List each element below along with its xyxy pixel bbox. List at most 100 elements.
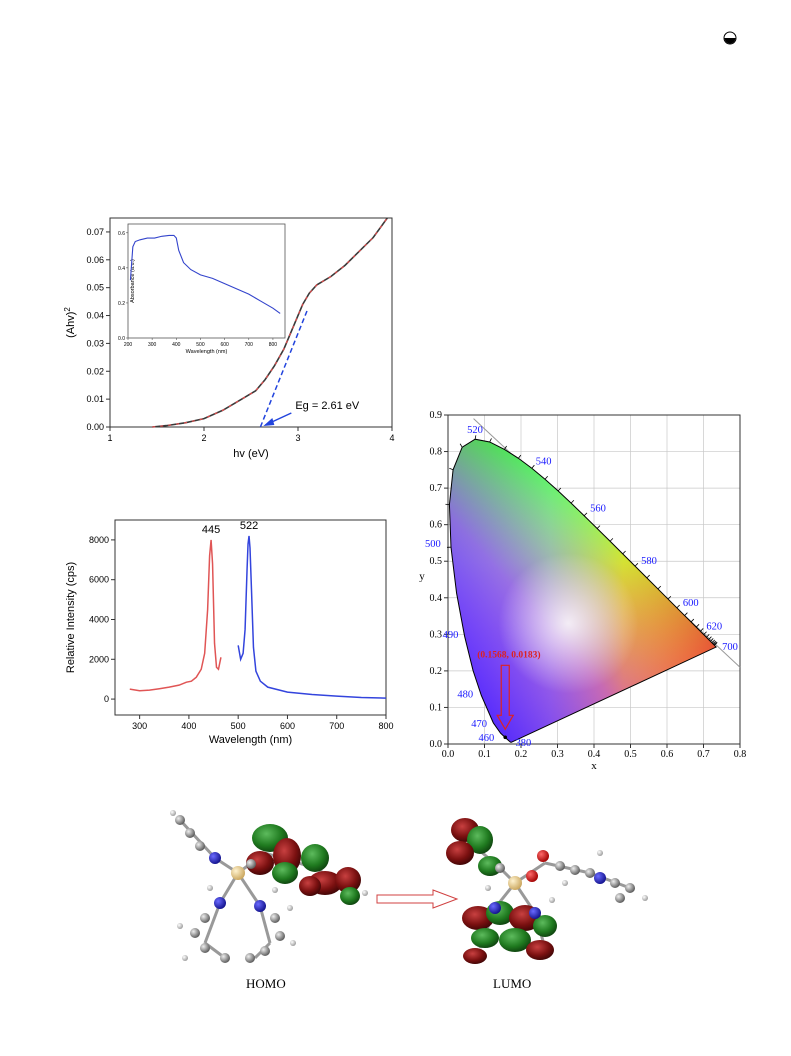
cie-y-tick-label: 0.9 — [430, 410, 443, 421]
cie-wavelength-label: 580 — [641, 556, 657, 567]
cie-locus-tick — [518, 454, 522, 459]
orbital-transition-arrow — [376, 889, 459, 909]
tauc-inset: 200 300 400 500 600 700 800 0.0 0.2 0.4 0.6 Wavelen… — [118, 223, 286, 355]
cie-locus-tick — [695, 624, 700, 628]
cie-locus-tick — [544, 475, 548, 480]
tauc-x-tick-label: 1 — [107, 433, 112, 443]
inset-y-tick-label: 0.6 — [118, 231, 125, 237]
inset-x-tick-label: 400 — [172, 342, 181, 348]
pl-plot: 300 400 500 600 700 80002000400060008000Wavel… — [65, 519, 394, 746]
cie-x-tick-label: 0.4 — [588, 749, 601, 760]
tauc-x-tick-label: 4 — [389, 433, 394, 443]
cie-wavelength-label: 560 — [590, 504, 606, 515]
cie-locus-tick — [706, 634, 710, 638]
cie-x-tick-label: 0.3 — [551, 749, 564, 760]
tauc-frame — [109, 217, 393, 428]
corner-mark-icon — [723, 31, 737, 45]
tauc-x-axis-label: hv (eV) — [233, 448, 268, 460]
tauc-y-tick-label: 0.04 — [86, 311, 104, 321]
cie-locus-tick — [622, 550, 626, 555]
inset-y-tick-label: 0.0 — [118, 336, 125, 342]
cie-x-tick-label: 0.8 — [734, 749, 747, 760]
cie-locus-tick — [531, 464, 535, 469]
pl-x-tick-label: 600 — [280, 721, 295, 731]
cie-locus-tick — [714, 642, 718, 646]
cie-locus-tick — [710, 638, 714, 642]
cie-point-arrow — [496, 664, 515, 731]
homo-orbital-image — [170, 810, 368, 963]
pl-x-tick-label: 800 — [378, 721, 393, 731]
cie-y-tick-label: 0.6 — [430, 520, 443, 531]
tauc-x-tick-label: 3 — [295, 433, 300, 443]
cie-wavelength-label: 470 — [471, 719, 487, 730]
cie-y-tick-label: 0.0 — [430, 739, 443, 750]
cie-locus-tick — [449, 467, 454, 471]
tauc-y-tick-label: 0.00 — [86, 422, 104, 432]
cie-x-tick-label: 0.2 — [515, 749, 528, 760]
cie-point-label: (0.1568, 0.0183) — [477, 649, 540, 660]
cie-locus-tick — [713, 641, 717, 645]
tauc-y-tick-label: 0.06 — [86, 255, 104, 265]
cie-locus-tick — [596, 525, 601, 529]
cie-y-tick-label: 0.1 — [430, 702, 443, 713]
inset-x-tick-label: 700 — [245, 342, 254, 348]
pl-x-tick-label: 400 — [181, 721, 196, 731]
cie-y-tick-label: 0.8 — [430, 447, 443, 458]
cie-locus-tick — [646, 574, 650, 579]
cie-x-tick-label: 0.7 — [697, 749, 710, 760]
tauc-y-tick-label: 0.07 — [86, 227, 104, 237]
cie-locus-tick — [570, 499, 575, 504]
cie-locus-tick — [459, 443, 463, 448]
pl-y-tick-label: 0 — [104, 694, 109, 704]
cie-locus-tick — [667, 595, 672, 600]
lumo-label: LUMO — [493, 976, 532, 991]
inset-x-axis-label: Wavelength (nm) — [186, 349, 228, 355]
cie-y-tick-label: 0.4 — [430, 593, 443, 604]
cie-point-marker — [503, 735, 508, 740]
pl-series-line-2 — [237, 535, 387, 699]
cie-locus-tick — [708, 636, 712, 640]
tauc-x-tick-label: 2 — [201, 433, 206, 443]
inset-absorbance-line — [129, 234, 281, 314]
tauc-y-tick-label: 0.03 — [86, 338, 104, 348]
lumo-orbital-image — [446, 818, 648, 964]
pl-y-tick-label: 4000 — [89, 614, 109, 624]
pl-peak-label: 445 — [202, 524, 220, 536]
inset-y-axis-label: Absorbance (a.u.) — [130, 259, 136, 303]
cie-plot: 0.0 0.1 0.2 0.3 0.4 0.5 0.6 0.7 0.8 0.0 0.1 0.2 0.3 0… — [419, 410, 747, 772]
homo-label: HOMO — [246, 976, 286, 991]
pl-y-tick-label: 6000 — [89, 575, 109, 585]
cie-locus-tick — [657, 585, 662, 590]
inset-y-tick-label: 0.2 — [118, 301, 125, 307]
inset-x-tick-label: 200 — [124, 342, 133, 348]
cie-y-tick-label: 0.3 — [430, 629, 443, 640]
pl-peak-label: 522 — [240, 520, 258, 532]
cie-locus-tick — [557, 487, 562, 492]
cie-locus-tick — [684, 612, 688, 616]
cie-wavelength-label: 500 — [425, 539, 441, 550]
inset-frame — [127, 223, 286, 339]
pl-y-tick-label: 2000 — [89, 654, 109, 664]
cie-locus-tick — [583, 512, 588, 516]
inset-x-tick-label: 300 — [148, 342, 157, 348]
cie-wavelength-label: 600 — [683, 598, 699, 609]
pl-series-line-1 — [129, 539, 222, 692]
cie-y-tick-label: 0.2 — [430, 666, 443, 677]
inset-x-tick-label: 500 — [196, 342, 205, 348]
cie-locus-tick — [703, 631, 707, 635]
tauc-y-tick-label: 0.02 — [86, 366, 104, 376]
inset-y-tick-label: 0.4 — [118, 266, 125, 272]
pl-x-tick-label: 300 — [132, 721, 147, 731]
pl-frame — [114, 519, 387, 716]
cie-locus-tick — [711, 639, 716, 644]
cie-y-axis-label: y — [419, 571, 425, 583]
pl-x-axis-label: Wavelength (nm) — [209, 734, 292, 746]
cie-locus-tick — [634, 563, 639, 567]
cie-locus-tick — [676, 604, 680, 609]
cie-locus-tick — [489, 438, 492, 443]
tauc-y-tick-label: 0.01 — [86, 394, 104, 404]
tauc-data-line-overlay — [152, 217, 388, 428]
cie-frame — [447, 414, 741, 745]
